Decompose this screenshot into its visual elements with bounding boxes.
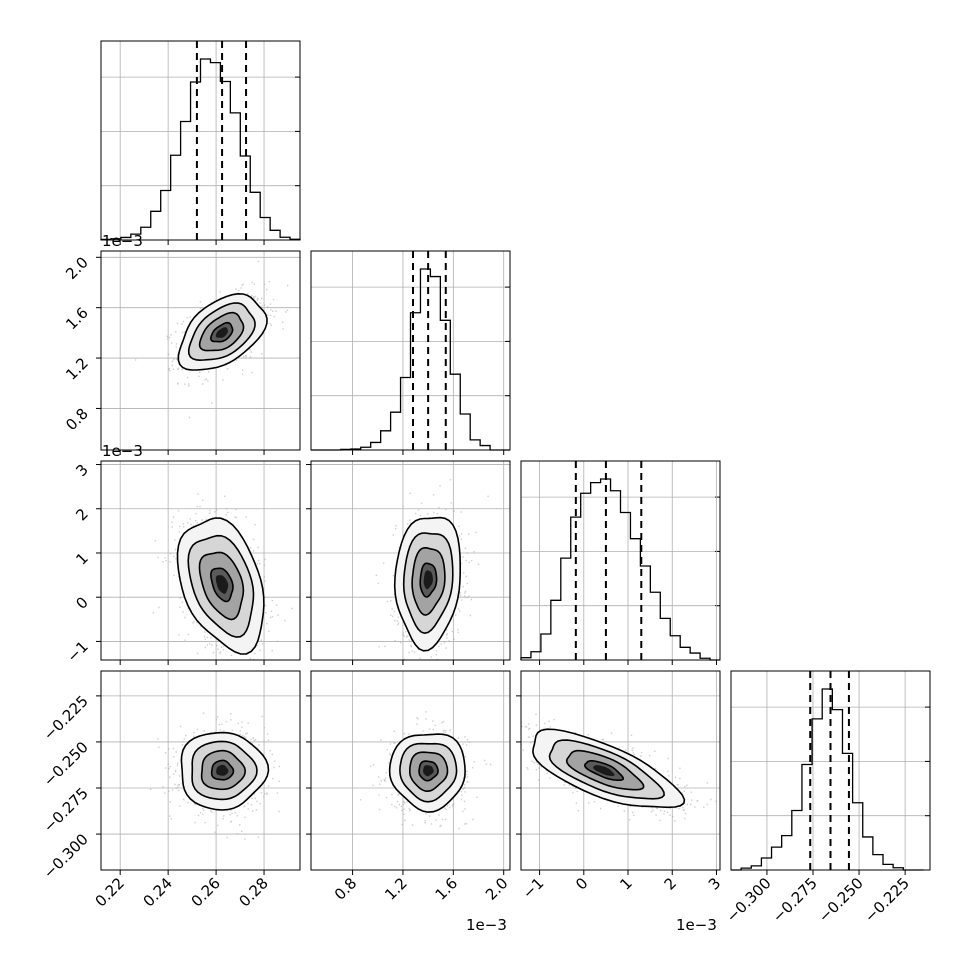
panel-frame xyxy=(310,250,511,451)
histogram-p3 xyxy=(731,688,924,871)
contour-line-1 xyxy=(565,749,645,791)
histogram-p2 xyxy=(520,478,720,661)
marginal-panel-p3 xyxy=(730,670,931,871)
y-offset-label-p2: 1e−3 xyxy=(102,442,143,460)
contour-line-1 xyxy=(198,311,245,352)
contour-line-1 xyxy=(198,551,245,621)
joint-panel-p0-p1 xyxy=(100,250,301,451)
panel-frame xyxy=(100,40,301,241)
y-tick-label-p1: 0.8 xyxy=(62,405,92,435)
y-tick-label-p3: −0.250 xyxy=(40,738,92,790)
contour-line-0 xyxy=(210,567,234,603)
panel-frame xyxy=(520,460,721,661)
contour-line-1 xyxy=(409,751,449,793)
scatter-points xyxy=(150,712,280,840)
x-tick-label-p0: 0.28 xyxy=(236,874,272,910)
x-tick-label-p3: −0.225 xyxy=(861,874,913,926)
marginal-panel-p2 xyxy=(520,460,721,661)
y-tick-label-p2: 3 xyxy=(72,461,91,480)
y-tick-label-p2: 2 xyxy=(72,505,91,524)
contour-line-1 xyxy=(411,546,446,616)
marginal-panel-p1 xyxy=(310,250,511,451)
x-tick-label-p2: −1 xyxy=(519,874,547,902)
contour-line-3 xyxy=(532,728,686,809)
contour-line-2 xyxy=(402,532,454,635)
marginal-panel-p0 xyxy=(100,40,301,241)
x-offset-label-p2: 1e−3 xyxy=(676,916,717,934)
contour-line-0 xyxy=(419,562,438,598)
density-core xyxy=(593,765,615,776)
panel-frame xyxy=(520,670,721,871)
joint-panel-p2-p3 xyxy=(520,670,721,871)
panel-frame xyxy=(310,670,511,871)
x-tick-label-p3: −0.250 xyxy=(815,874,867,926)
joint-panel-p1-p3 xyxy=(310,670,511,871)
contour-line-2 xyxy=(548,739,665,800)
density-core xyxy=(215,327,228,338)
histogram-p0 xyxy=(100,58,301,241)
contour-line-0 xyxy=(583,760,625,781)
joint-panel-p0-p2 xyxy=(100,460,301,661)
joint-panel-p1-p2 xyxy=(310,460,511,661)
x-tick-label-p0: 0.26 xyxy=(188,874,224,910)
contour-line-2 xyxy=(187,302,256,362)
contour-line-3 xyxy=(388,733,466,813)
x-tick-label-p1: 2.0 xyxy=(482,874,512,904)
x-tick-label-p3: −0.275 xyxy=(769,874,821,926)
contour-line-3 xyxy=(180,731,270,811)
x-tick-label-p2: 3 xyxy=(705,874,724,893)
contour-line-2 xyxy=(187,534,255,638)
scatter-points xyxy=(152,493,293,660)
y-tick-label-p3: −0.225 xyxy=(40,692,92,744)
y-tick-label-p1: 1.2 xyxy=(62,354,92,384)
contour-line-2 xyxy=(399,742,458,803)
histogram-p1 xyxy=(311,268,510,451)
panel-frame xyxy=(310,460,511,661)
y-tick-label-p1: 1.6 xyxy=(62,304,92,334)
density-core xyxy=(216,764,229,776)
density-core xyxy=(215,575,229,594)
contour-line-3 xyxy=(176,517,265,655)
x-tick-label-p2: 1 xyxy=(616,874,635,893)
contour-line-3 xyxy=(177,292,268,371)
x-tick-label-p2: 2 xyxy=(661,874,680,893)
y-tick-label-p1: 2.0 xyxy=(62,253,92,283)
x-offset-label-p1: 1e−3 xyxy=(466,916,507,934)
panel-frame xyxy=(100,250,301,451)
contour-line-3 xyxy=(393,516,461,652)
x-tick-label-p3: −0.300 xyxy=(723,874,775,926)
contour-line-0 xyxy=(418,760,439,782)
panel-frame xyxy=(100,460,301,661)
density-core xyxy=(423,765,434,777)
x-tick-label-p1: 1.2 xyxy=(381,874,411,904)
y-offset-label-p1: 1e−3 xyxy=(102,232,143,250)
x-tick-label-p0: 0.24 xyxy=(140,874,176,910)
x-tick-label-p2: 0 xyxy=(572,874,591,893)
panel-frame xyxy=(100,670,301,871)
y-tick-label-p2: 0 xyxy=(72,593,91,612)
contour-line-1 xyxy=(200,749,247,791)
y-tick-label-p3: −0.300 xyxy=(40,830,92,882)
y-tick-label-p2: 1 xyxy=(72,549,91,568)
joint-panel-p0-p3 xyxy=(100,670,301,871)
y-tick-label-p2: −1 xyxy=(63,638,91,666)
density-core xyxy=(423,570,433,590)
contour-line-0 xyxy=(210,759,235,781)
panel-frame xyxy=(730,670,931,871)
contour-line-0 xyxy=(209,321,234,343)
x-tick-label-p1: 1.6 xyxy=(432,874,462,904)
x-tick-label-p1: 0.8 xyxy=(331,874,361,904)
x-tick-label-p0: 0.22 xyxy=(92,874,128,910)
contour-line-2 xyxy=(191,740,258,801)
y-tick-label-p3: −0.275 xyxy=(40,784,92,836)
